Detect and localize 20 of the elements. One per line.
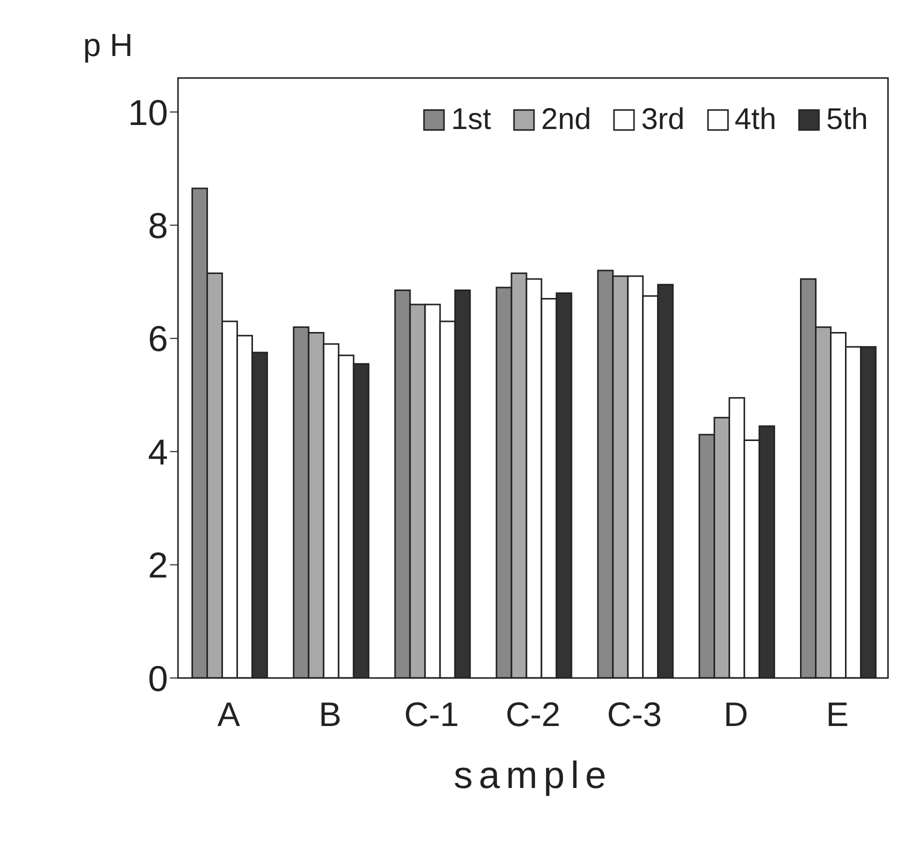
x-tick-label: C-2 (506, 696, 560, 734)
x-tick-label: B (318, 696, 342, 734)
x-tick-label: C-3 (607, 696, 662, 734)
y-tick-label: 10 (128, 92, 168, 133)
y-tick-label: 4 (148, 431, 168, 472)
legend-label: 2nd (540, 103, 592, 137)
legend-label: 1st (450, 103, 492, 137)
x-tick-label: C-1 (404, 696, 459, 734)
y-axis-title: p H (83, 27, 133, 63)
x-axis-title: sample (454, 755, 612, 797)
y-tick-label: 6 (148, 318, 168, 360)
y-tick-label: 0 (148, 658, 168, 699)
x-tick-label: E (826, 696, 849, 734)
legend-label: 5th (825, 103, 868, 137)
x-tick-label: A (217, 696, 240, 734)
y-tick-label: 2 (148, 544, 168, 586)
y-tick-label: 8 (148, 204, 168, 246)
legend-label: 3rd (640, 103, 685, 137)
legend-label: 4th (734, 103, 776, 137)
x-tick-label: D (724, 696, 748, 734)
